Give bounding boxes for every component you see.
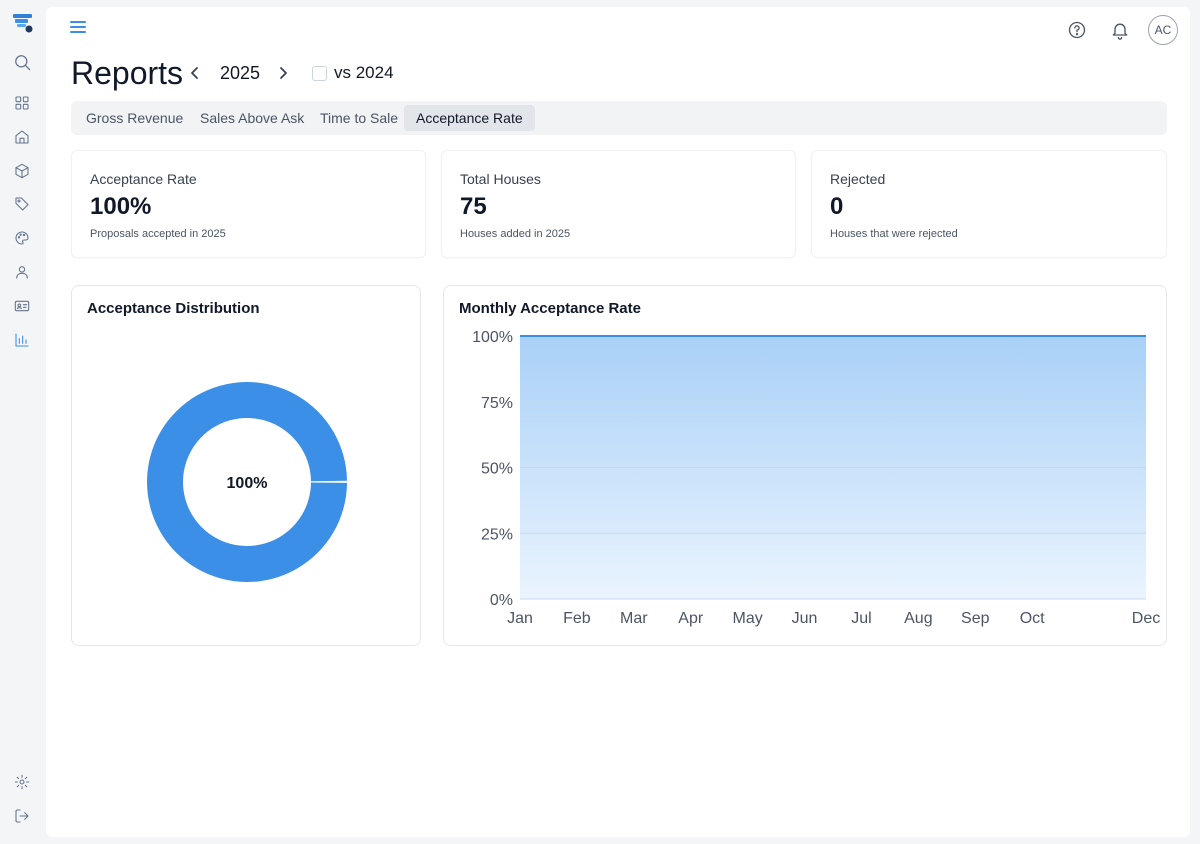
stat-value: 0 [830, 193, 844, 220]
search-icon[interactable] [12, 52, 32, 72]
compare-label: vs 2024 [334, 63, 394, 82]
stat-desc: Proposals accepted in 2025 [90, 228, 226, 240]
stat-card-acceptance-rate: Acceptance Rate 100% Proposals accepted … [71, 150, 426, 258]
x-tick-label: Jul [851, 610, 871, 627]
x-tick-label: Jun [792, 610, 818, 627]
gear-icon[interactable] [12, 772, 32, 792]
x-tick-label: Jan [507, 610, 533, 627]
y-tick-label: 75% [481, 395, 513, 412]
x-tick-label: Sep [961, 610, 990, 627]
id-card-icon[interactable] [12, 296, 32, 316]
stat-label: Total Houses [460, 171, 541, 187]
tab-gross-revenue[interactable]: Gross Revenue [86, 110, 184, 126]
chart-title: Monthly Acceptance Rate [459, 300, 641, 317]
stat-card-rejected: Rejected 0 Houses that were rejected [811, 150, 1167, 258]
tab-sales-above-ask[interactable]: Sales Above Ask [200, 110, 305, 126]
home-icon[interactable] [12, 127, 32, 147]
bell-icon[interactable] [1108, 18, 1132, 42]
report-tabs: Gross Revenue Sales Above Ask Time to Sa… [71, 101, 1167, 135]
palette-icon[interactable] [12, 228, 32, 248]
chevron-right-icon[interactable] [276, 65, 290, 81]
page-title: Reports [71, 55, 184, 91]
stat-value: 75 [460, 193, 487, 220]
monthly-acceptance-rate-card: Monthly Acceptance Rate 0% 25% 50% 75% 100% J… [443, 285, 1167, 646]
area-chart: 0% 25% 50% 75% 100% Jan Feb Mar Apr May Jun Jul Aug S… [472, 329, 1160, 627]
y-tick-label: 0% [490, 592, 513, 609]
bar-chart-icon[interactable] [12, 330, 32, 350]
app-logo[interactable] [12, 12, 34, 34]
chevron-left-icon[interactable] [188, 65, 202, 81]
stat-desc: Houses that were rejected [830, 228, 958, 240]
tab-time-to-sale[interactable]: Time to Sale [320, 110, 399, 126]
x-tick-label: May [733, 610, 763, 627]
box-icon[interactable] [12, 161, 32, 181]
donut-slice [146, 382, 347, 583]
acceptance-distribution-card: Acceptance Distribution 100% [71, 285, 421, 646]
main-panel: AC Reports 2025 vs 2024 Gross Revenue Sa… [46, 7, 1190, 837]
stat-label: Acceptance Rate [90, 171, 197, 187]
user-icon[interactable] [12, 262, 32, 282]
help-icon[interactable] [1065, 18, 1089, 42]
avatar[interactable]: AC [1148, 15, 1178, 45]
x-tick-label: Feb [563, 610, 591, 627]
chart-title: Acceptance Distribution [87, 300, 260, 317]
y-tick-label: 25% [481, 526, 513, 543]
menu-icon[interactable] [70, 21, 90, 39]
donut-chart: 100% [146, 382, 347, 583]
stat-desc: Houses added in 2025 [460, 228, 571, 240]
dashboard-icon[interactable] [12, 93, 32, 113]
y-tick-label: 50% [481, 461, 513, 478]
x-tick-label: Aug [904, 610, 932, 627]
x-tick-label: Dec [1132, 610, 1160, 627]
tab-acceptance-rate[interactable]: Acceptance Rate [404, 105, 535, 131]
year-label: 2025 [220, 63, 261, 83]
y-tick-label: 100% [472, 329, 513, 346]
x-tick-label: Apr [678, 610, 704, 627]
x-tick-label: Mar [620, 610, 648, 627]
stat-label: Rejected [830, 171, 886, 187]
donut-center-label: 100% [227, 475, 268, 492]
x-tick-label: Oct [1020, 610, 1045, 627]
compare-checkbox[interactable] [312, 66, 327, 81]
stat-value: 100% [90, 193, 152, 220]
logout-icon[interactable] [12, 806, 32, 826]
stat-card-total-houses: Total Houses 75 Houses added in 2025 [441, 150, 796, 258]
tag-icon[interactable] [12, 194, 32, 214]
sidebar [0, 0, 44, 844]
